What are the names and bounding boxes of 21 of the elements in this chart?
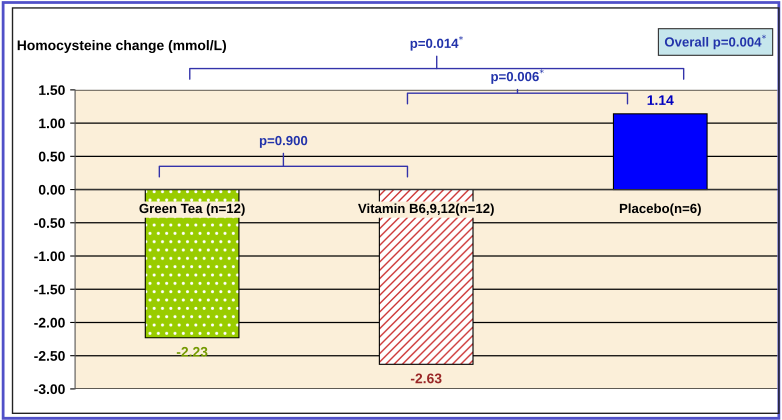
data-label: -2.23 bbox=[176, 346, 208, 357]
x-tick-label: Vitamin B6,9,12(n=12) bbox=[358, 203, 494, 216]
y-tick-label: 0.00 bbox=[38, 184, 65, 195]
y-tick-label: -0.50 bbox=[34, 218, 65, 228]
y-tick-label: -3.00 bbox=[34, 384, 65, 394]
y-tick-label: -2.00 bbox=[34, 318, 65, 328]
y-tick-label: -2.50 bbox=[34, 351, 65, 361]
y-tick-label: 0.50 bbox=[38, 152, 65, 162]
y-tick-label: 1.50 bbox=[39, 85, 65, 96]
data-label: 1.14 bbox=[648, 95, 674, 105]
annotation: p=0.900 bbox=[260, 136, 308, 148]
text: p=0.014$^{*}$ bbox=[410, 36, 463, 51]
text: p=0.006$^{*}$ bbox=[491, 69, 544, 84]
y-tick-label: 1.00 bbox=[39, 118, 65, 128]
text: Overall p=0.004$^{*}$ bbox=[664, 34, 766, 50]
y-tick-label: -1.50 bbox=[34, 284, 65, 294]
x-tick-label: Placebo(n=6) bbox=[620, 203, 701, 216]
y-tick-label: -1.00 bbox=[34, 251, 65, 262]
data-label: -2.63 bbox=[410, 374, 442, 384]
x-tick-label: Green Tea (n=12) bbox=[139, 203, 245, 216]
y-axis-title: Homocysteine change (mmol/L) bbox=[18, 40, 226, 54]
